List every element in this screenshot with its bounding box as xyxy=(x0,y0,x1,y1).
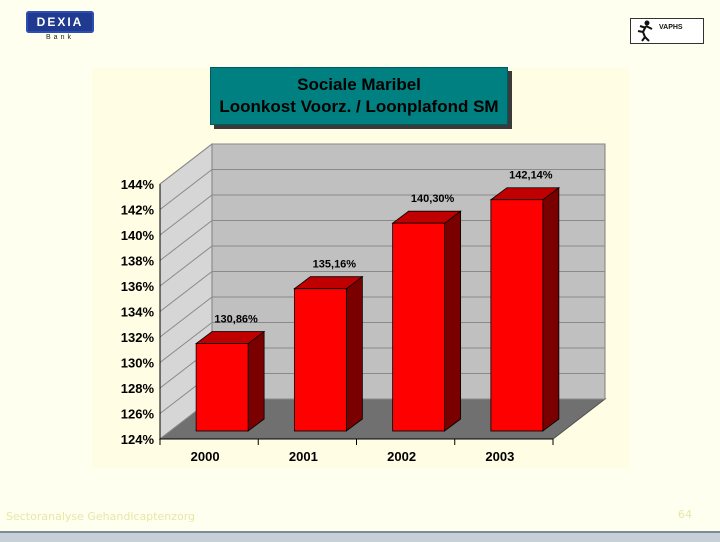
x-tick-label: 2000 xyxy=(191,449,220,464)
y-tick-label: 132% xyxy=(121,330,155,345)
data-label: 130,86% xyxy=(214,314,258,326)
vaphs-logo: VAPHS xyxy=(630,18,704,44)
y-tick-label: 142% xyxy=(121,203,155,218)
bar-side xyxy=(444,210,462,432)
footer-text: Sectoranalyse Gehandicaptenzorg xyxy=(6,510,196,523)
bar xyxy=(490,199,544,432)
y-tick-label: 124% xyxy=(121,432,155,447)
gridline xyxy=(159,143,605,185)
bar xyxy=(195,343,249,432)
bar-side xyxy=(247,330,265,432)
footer-bar xyxy=(0,531,720,542)
y-tick-label: 128% xyxy=(121,381,155,396)
y-tick-label: 136% xyxy=(121,279,155,294)
chart-title-line2: Loonkost Voorz. / Loonplafond SM xyxy=(219,97,499,116)
vaphs-logo-name: VAPHS xyxy=(659,24,683,31)
y-tick-label: 126% xyxy=(121,407,155,422)
x-tick-label: 2003 xyxy=(485,449,514,464)
page-number: 64 xyxy=(678,508,692,521)
chart-title-line1: Sociale Maribel xyxy=(297,75,421,94)
gridline xyxy=(159,322,605,363)
gridline xyxy=(159,245,605,287)
gridline xyxy=(159,194,605,236)
x-tick-label: 2001 xyxy=(289,449,318,464)
gridline xyxy=(159,169,605,210)
x-tick-label: 2002 xyxy=(387,449,416,464)
y-tick-label: 134% xyxy=(121,305,155,320)
y-tick-label: 144% xyxy=(121,177,155,192)
y-tick-label: 138% xyxy=(121,254,155,269)
dexia-logo-subtitle: Bank xyxy=(46,34,74,41)
gridline xyxy=(159,296,605,338)
bar-side xyxy=(542,186,560,432)
bar-side xyxy=(345,275,363,432)
running-figure-icon xyxy=(637,20,653,42)
gridline xyxy=(159,220,605,261)
bar xyxy=(293,288,347,432)
y-tick-label: 140% xyxy=(121,228,155,243)
data-label: 135,16% xyxy=(313,259,357,271)
data-label: 142,14% xyxy=(509,170,553,182)
data-label: 140,30% xyxy=(411,193,455,205)
gridline xyxy=(159,271,605,312)
dexia-logo: DEXIA xyxy=(26,11,94,33)
chart-title-box: Sociale Maribel Loonkost Voorz. / Loonpl… xyxy=(210,67,508,125)
y-tick-label: 130% xyxy=(121,356,155,371)
bar xyxy=(392,222,446,432)
